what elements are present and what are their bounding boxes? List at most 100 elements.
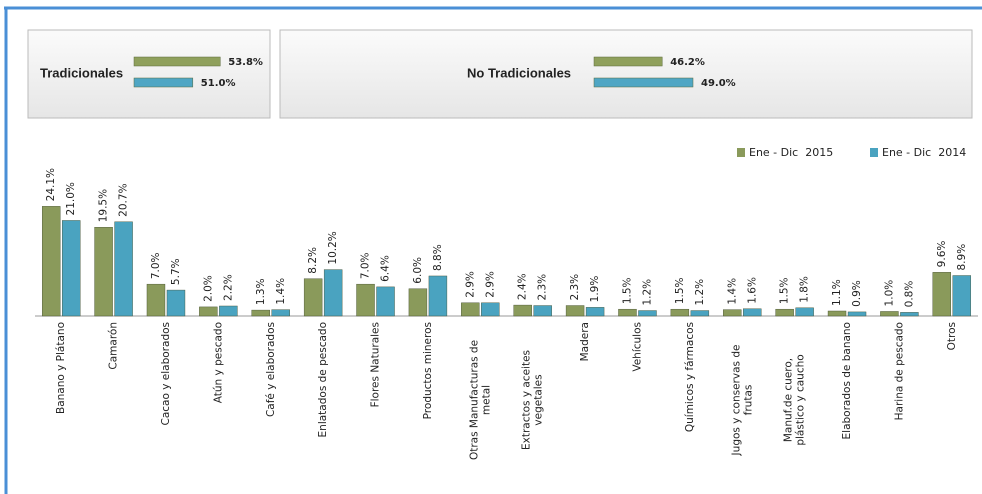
value-label: 1.5%	[779, 277, 791, 304]
value-label: 46.2%	[670, 57, 705, 68]
bar	[880, 311, 899, 317]
bar	[533, 305, 552, 317]
value-label: 6.4%	[380, 255, 392, 282]
value-label: 1.0%	[883, 280, 895, 307]
bar	[723, 309, 742, 317]
value-label: 1.6%	[746, 277, 758, 304]
value-label: 1.5%	[674, 277, 686, 304]
x-tick-label: Café y elaborados	[265, 322, 277, 417]
x-tick-label: Banano y Plátano	[55, 322, 67, 414]
bar	[827, 310, 847, 317]
bar	[585, 307, 605, 317]
panel-title: Tradicionales	[40, 65, 123, 80]
x-tick-label: Otros	[946, 322, 958, 350]
x-tick-label: Enlatados de pescado	[317, 322, 329, 437]
bar	[133, 56, 221, 67]
bar	[94, 227, 113, 317]
bar	[114, 221, 133, 317]
value-label: 1.4%	[275, 278, 287, 305]
legend-swatch	[870, 148, 878, 157]
bar	[795, 307, 814, 317]
value-label: 2.3%	[569, 274, 581, 301]
x-tick-label: Productos mineros	[422, 322, 434, 419]
bar	[481, 302, 500, 317]
value-label: 1.8%	[799, 276, 811, 303]
bar	[166, 289, 186, 317]
bar	[219, 305, 238, 317]
bar	[199, 306, 218, 317]
value-label: 2.4%	[517, 273, 529, 300]
bar	[323, 269, 343, 317]
value-label: 10.2%	[327, 231, 339, 264]
bar	[61, 220, 81, 317]
value-label: 1.3%	[255, 278, 267, 305]
panel	[27, 29, 271, 119]
x-tick-label: Manuf.de cuero,plástico y caucho	[783, 354, 807, 445]
value-label: 8.8%	[432, 244, 444, 271]
x-tick-label: Jugos y conservas defrutas	[730, 345, 754, 457]
bar	[408, 288, 428, 317]
value-label: 8.9%	[956, 244, 968, 271]
value-label: 1.5%	[621, 277, 633, 304]
bar	[271, 309, 290, 317]
bar	[932, 272, 952, 317]
value-label: 5.7%	[170, 258, 182, 285]
value-label: 0.9%	[851, 280, 863, 307]
bar	[690, 310, 710, 317]
x-tick-label: Químicos y fármacos	[684, 322, 696, 432]
value-label: 2.0%	[202, 275, 214, 302]
bar	[565, 305, 585, 317]
bar	[376, 286, 395, 317]
x-tick-label: Madera	[579, 322, 591, 361]
bar	[952, 275, 972, 317]
bar	[618, 308, 637, 317]
value-label: 2.2%	[222, 274, 234, 301]
bar	[428, 275, 448, 317]
x-tick-label: Otras Manufacturas demetal	[468, 340, 492, 460]
bar	[593, 77, 694, 88]
x-tick-label: Harina de pescado	[893, 322, 905, 420]
x-tick-label: Cacao y elaborados	[160, 322, 172, 426]
x-tick-label: Atún y pescado	[212, 322, 224, 403]
value-label: 1.2%	[694, 279, 706, 306]
bar	[847, 311, 867, 317]
bar	[461, 302, 480, 317]
legend-swatch	[737, 148, 745, 157]
value-label: 2.9%	[484, 271, 496, 298]
value-label: 24.1%	[45, 168, 57, 201]
panel	[279, 29, 973, 119]
panel-title: No Tradicionales	[467, 65, 571, 80]
bar	[303, 278, 323, 317]
value-label: 53.8%	[228, 57, 263, 68]
value-label: 20.7%	[118, 183, 130, 216]
bar	[133, 77, 194, 88]
value-label: 6.0%	[412, 257, 424, 284]
bar	[513, 304, 532, 317]
value-label: 1.4%	[726, 278, 738, 305]
legend-label: Ene - Dic 2014	[882, 146, 966, 159]
value-label: 0.8%	[903, 281, 915, 308]
bar	[593, 56, 663, 67]
value-label: 1.2%	[641, 279, 653, 306]
bar	[638, 310, 657, 317]
bar	[670, 308, 690, 317]
x-tick-label: Flores Naturales	[370, 322, 382, 407]
value-label: 7.0%	[150, 252, 162, 279]
value-label: 51.0%	[201, 78, 236, 89]
value-label: 2.3%	[537, 274, 549, 301]
value-label: 21.0%	[65, 182, 77, 215]
value-label: 1.1%	[831, 279, 843, 306]
value-label: 7.0%	[360, 252, 372, 279]
value-label: 9.6%	[936, 241, 948, 268]
legend-label: Ene - Dic 2015	[749, 146, 833, 159]
x-tick-label: Elaborados de banano	[841, 322, 853, 439]
bar	[356, 283, 375, 317]
value-label: 2.9%	[464, 271, 476, 298]
bar	[251, 309, 270, 317]
value-label: 19.5%	[98, 189, 110, 222]
value-label: 8.2%	[307, 247, 319, 274]
value-label: 49.0%	[701, 78, 736, 89]
bar	[146, 283, 166, 317]
x-tick-label: Extractos y aceitesvegetales	[521, 350, 545, 450]
